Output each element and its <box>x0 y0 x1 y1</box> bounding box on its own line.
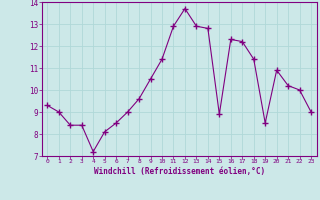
X-axis label: Windchill (Refroidissement éolien,°C): Windchill (Refroidissement éolien,°C) <box>94 167 265 176</box>
